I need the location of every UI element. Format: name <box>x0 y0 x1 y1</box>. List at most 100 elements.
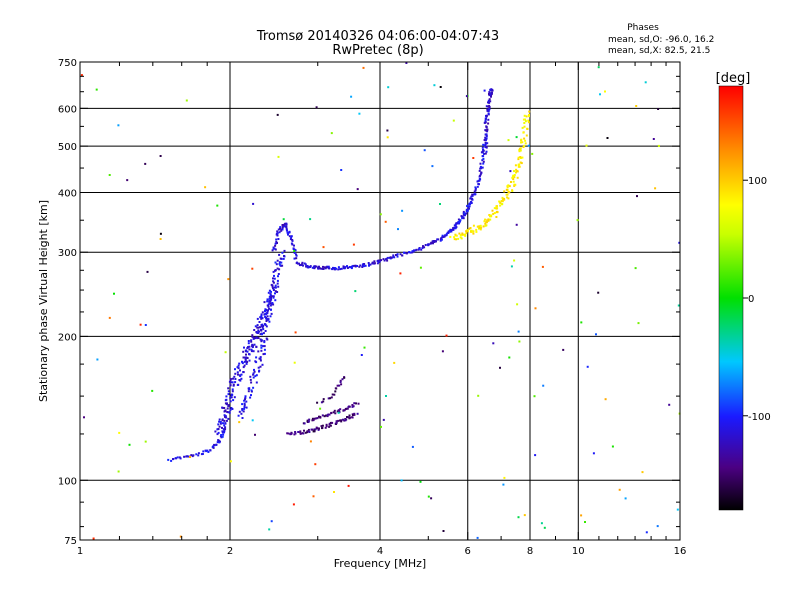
data-point <box>483 139 486 141</box>
data-point <box>322 400 325 403</box>
data-point <box>328 422 331 425</box>
data-point <box>462 213 465 216</box>
data-point <box>287 232 290 235</box>
data-point <box>255 336 258 339</box>
data-point <box>513 174 516 176</box>
noise-point <box>333 491 335 493</box>
data-point <box>424 244 427 246</box>
data-point <box>465 232 468 235</box>
data-point <box>302 264 304 267</box>
data-point <box>478 169 481 172</box>
data-point <box>308 418 311 421</box>
data-point <box>461 217 464 220</box>
data-point <box>331 393 334 396</box>
data-point <box>489 93 492 96</box>
data-point <box>526 127 529 130</box>
data-point <box>342 418 344 421</box>
noise-point <box>541 265 544 268</box>
data-point <box>411 251 414 254</box>
data-point <box>376 262 379 265</box>
noise-point <box>92 537 95 540</box>
data-point <box>479 165 482 168</box>
data-point <box>257 326 260 329</box>
data-point <box>278 268 281 271</box>
data-point <box>248 353 251 356</box>
data-point <box>487 112 490 115</box>
data-point <box>340 267 343 270</box>
stats-x: mean, sd,X: 82.5, 21.5 <box>608 46 710 56</box>
data-point <box>227 417 230 420</box>
data-point <box>299 431 302 434</box>
data-point <box>245 362 248 365</box>
data-point <box>495 216 498 218</box>
data-point <box>495 205 498 208</box>
data-point <box>197 452 200 455</box>
data-point <box>245 406 248 409</box>
noise-point <box>354 290 357 293</box>
noise-point <box>510 265 513 268</box>
noise-point <box>500 203 503 206</box>
data-point <box>485 224 488 227</box>
data-point <box>272 289 275 291</box>
data-point <box>349 266 352 269</box>
noise-point <box>126 179 129 182</box>
data-point <box>262 332 265 335</box>
data-point <box>240 412 243 415</box>
data-point <box>272 280 275 283</box>
data-point <box>402 251 405 254</box>
data-point <box>179 457 182 460</box>
data-point <box>335 423 338 425</box>
noise-point <box>507 139 510 142</box>
data-point <box>499 204 502 207</box>
noise-point <box>294 331 297 334</box>
data-point <box>433 240 436 242</box>
noise-point <box>637 322 640 325</box>
data-point <box>311 428 314 431</box>
data-point <box>257 350 260 353</box>
data-point <box>266 310 269 313</box>
data-point <box>448 230 451 233</box>
data-point <box>268 320 271 323</box>
data-point <box>261 311 264 314</box>
data-point <box>229 400 232 403</box>
data-point <box>233 375 236 378</box>
noise-point <box>314 463 317 466</box>
noise-point <box>502 483 505 486</box>
data-point <box>271 249 274 252</box>
noise-point <box>401 209 404 212</box>
data-point <box>291 239 294 242</box>
data-point <box>466 229 469 232</box>
data-point <box>484 119 487 122</box>
data-point <box>353 413 356 416</box>
data-point <box>518 150 521 153</box>
data-point <box>195 453 198 456</box>
data-point <box>243 404 246 406</box>
data-point <box>468 203 471 206</box>
data-point <box>276 282 279 285</box>
data-point <box>420 248 423 251</box>
data-point <box>313 417 316 420</box>
noise-point <box>597 291 600 294</box>
data-point <box>280 228 283 231</box>
noise-point <box>252 202 255 205</box>
data-point <box>351 265 354 268</box>
noise-point <box>322 246 325 249</box>
data-point <box>240 373 243 376</box>
data-point <box>445 233 448 236</box>
data-point <box>253 368 255 371</box>
data-point <box>190 454 193 457</box>
data-point <box>333 393 336 396</box>
data-point <box>469 227 472 229</box>
data-point <box>272 303 275 306</box>
noise-point <box>379 213 382 216</box>
data-point <box>503 190 506 193</box>
data-point <box>221 406 224 409</box>
data-point <box>491 88 494 91</box>
data-point <box>293 433 296 436</box>
data-point <box>489 88 492 91</box>
data-point <box>491 209 494 212</box>
x-axis-label: Frequency [MHz] <box>334 557 426 570</box>
data-point <box>246 357 249 359</box>
data-point <box>277 228 280 231</box>
data-point <box>277 273 280 275</box>
